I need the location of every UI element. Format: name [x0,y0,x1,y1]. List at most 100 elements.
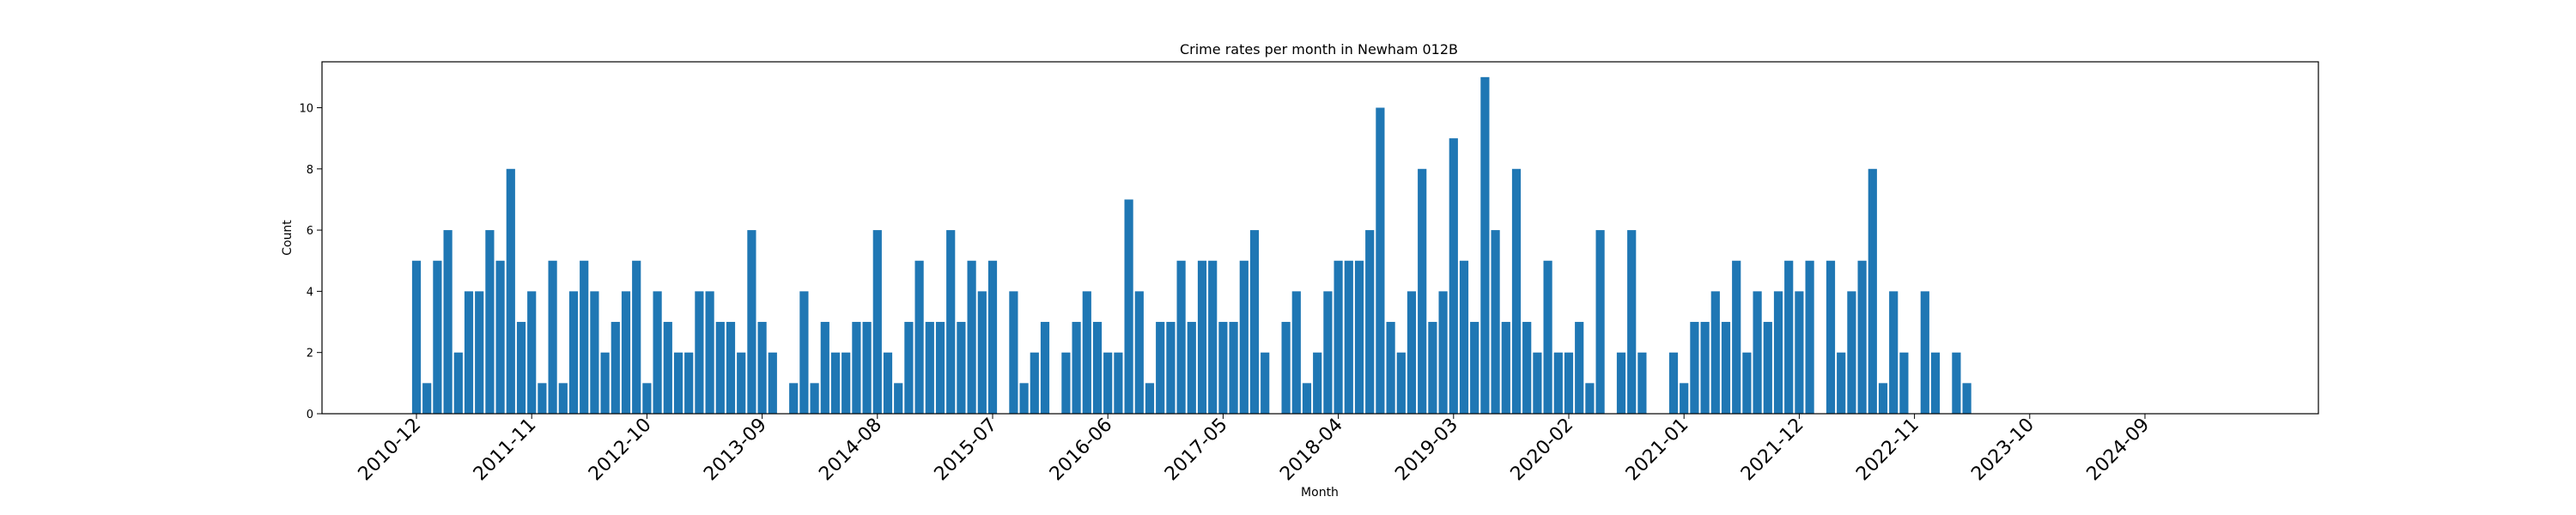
x-tick-label-2012-10: 2012-10 [585,415,656,486]
bar-66 [1103,352,1113,414]
plot-frame [321,61,2319,415]
bar-120 [1668,352,1679,414]
bar-58 [1019,383,1029,414]
bar-126 [1732,260,1741,414]
bar-31 [737,352,746,414]
bar-95 [1406,291,1417,414]
bar-88 [1334,260,1343,414]
bar-22 [642,383,652,414]
bar-75 [1197,260,1207,414]
bar-96 [1418,168,1427,414]
bar-85 [1302,383,1312,414]
bar-86 [1313,352,1322,414]
bar-51 [946,230,956,414]
bar-45 [883,352,893,414]
y-axis-label: Count [281,220,295,256]
bar-135 [1826,260,1836,414]
bar-7 [485,230,495,414]
bar-101 [1470,322,1479,414]
bar-92 [1376,107,1385,414]
bar-64 [1082,291,1091,414]
bar-0 [411,260,422,414]
bar-44 [872,230,882,414]
x-tick-label-2014-08: 2014-08 [815,415,886,486]
bar-98 [1438,291,1448,414]
bar-48 [914,260,924,414]
y-tick-label-10: 10 [299,102,313,115]
bar-57 [1009,291,1018,414]
bar-136 [1837,352,1846,414]
bar-1 [422,383,432,414]
x-axis: 2010-12 2011-11 2012-10 2013-09 2014-08 2015-… [355,414,2154,485]
bar-28 [705,291,714,414]
bar-84 [1291,291,1301,414]
bar-26 [684,352,694,414]
bar-80 [1249,230,1260,414]
bar-54 [977,291,987,414]
bar-141 [1889,291,1899,414]
bar-129 [1763,322,1772,414]
bar-76 [1208,260,1218,414]
bar-147 [1952,352,1961,414]
bar-25 [673,352,683,414]
bar-52 [957,322,966,414]
bar-5 [464,291,474,414]
x-tick-label-2024-09: 2024-09 [2083,415,2154,486]
bar-33 [757,322,767,414]
bar-55 [987,260,998,414]
bar-139 [1868,168,1877,414]
bar-38 [810,383,819,414]
bar-127 [1742,352,1752,414]
bar-39 [820,322,829,414]
bar-20 [621,291,631,414]
bar-36 [789,383,799,414]
bar-112 [1585,383,1595,414]
bar-12 [538,383,547,414]
x-tick-label-2015-07: 2015-07 [931,415,1002,486]
bar-3 [443,230,453,414]
x-tick-label-2023-10: 2023-10 [1967,415,2038,486]
bar-83 [1281,322,1291,414]
x-tick-label-2017-05: 2017-05 [1161,415,1232,486]
bar-106 [1522,322,1532,414]
bar-41 [841,352,851,414]
x-tick-label-2011-11: 2011-11 [470,415,541,486]
bar-142 [1899,352,1909,414]
bar-94 [1396,352,1406,414]
y-axis: 0 2 4 6 8 10 [299,102,322,421]
bar-72 [1166,322,1176,414]
bar-137 [1847,291,1856,414]
bar-145 [1930,352,1941,414]
y-tick-label-2: 2 [307,348,313,360]
y-tick-label-4: 4 [307,286,313,299]
bar-4 [453,352,463,414]
bar-24 [663,322,672,414]
bar-105 [1511,168,1522,414]
bar-73 [1176,260,1186,414]
bar-29 [715,322,725,414]
bar-6 [475,291,484,414]
bar-27 [695,291,704,414]
bar-91 [1365,230,1375,414]
bar-42 [852,322,861,414]
x-tick-label-2021-12: 2021-12 [1737,415,1808,486]
chart-title: Crime rates per month in Newham 012B [1180,41,1458,58]
bar-100 [1459,260,1469,414]
bar-121 [1680,383,1689,414]
bar-13 [548,260,557,414]
bar-130 [1773,291,1783,414]
bar-122 [1690,322,1699,414]
bar-74 [1187,322,1196,414]
bar-59 [1030,352,1039,414]
x-tick-label-2021-01: 2021-01 [1622,415,1693,486]
bar-90 [1354,260,1364,414]
bar-93 [1386,322,1395,414]
bar-9 [506,168,515,414]
bar-71 [1156,322,1165,414]
x-axis-label: Month [1301,486,1339,500]
bar-30 [726,322,736,414]
bar-43 [862,322,872,414]
bar-131 [1784,260,1794,414]
x-tick-label-2020-02: 2020-02 [1507,415,1578,486]
